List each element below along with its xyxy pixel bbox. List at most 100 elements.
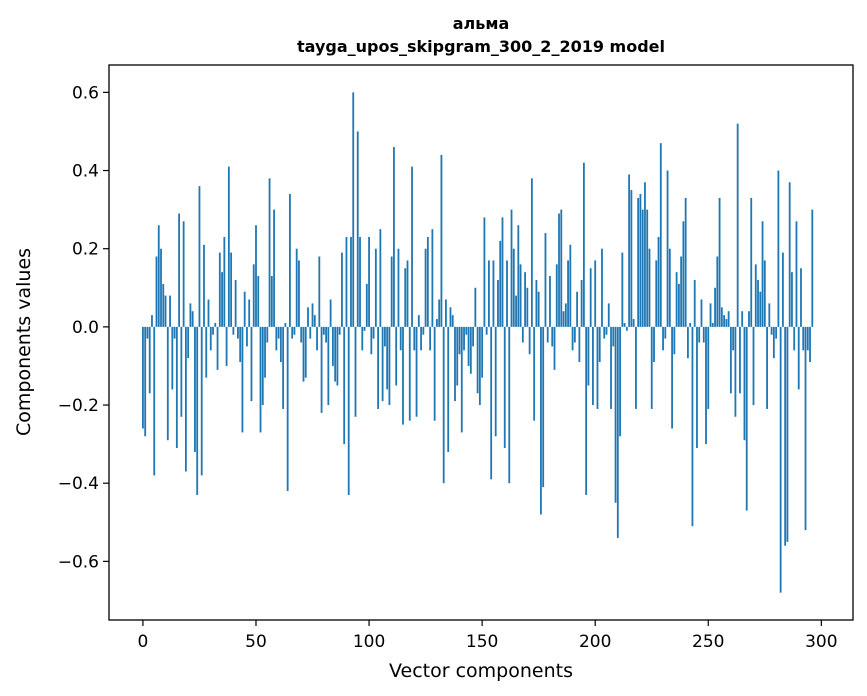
bar-73 [307, 307, 309, 327]
bar-32 [214, 322, 217, 327]
bar-166 [517, 225, 520, 327]
bar-211 [619, 326, 621, 437]
bar-54 [264, 326, 266, 378]
bar-9 [162, 283, 165, 327]
bar-102 [372, 326, 375, 339]
bar-259 [727, 311, 730, 327]
bar-110 [390, 256, 393, 327]
bar-133 [442, 326, 445, 484]
bar-263 [736, 123, 739, 327]
bar-296 [811, 209, 814, 327]
bar-58 [273, 209, 275, 327]
bar-150 [481, 326, 484, 378]
bar-282 [779, 326, 782, 593]
bar-252 [711, 322, 714, 327]
bar-273 [759, 291, 762, 327]
bar-86 [336, 326, 339, 386]
bar-117 [406, 260, 409, 327]
bar-67 [293, 326, 296, 335]
bar-33 [216, 326, 219, 370]
bar-71 [302, 326, 305, 382]
bars-group [142, 92, 814, 593]
bar-178 [544, 233, 547, 327]
bar-228 [657, 236, 660, 327]
bar-187 [564, 303, 567, 327]
bar-254 [716, 256, 719, 327]
bar-283 [781, 252, 784, 327]
bar-132 [440, 154, 443, 327]
bar-159 [501, 217, 504, 327]
bar-87 [338, 326, 341, 335]
bar-90 [345, 236, 348, 327]
bar-154 [490, 326, 493, 480]
bar-148 [476, 326, 479, 394]
bar-264 [739, 326, 741, 394]
bar-212 [621, 252, 624, 327]
bar-161 [506, 260, 508, 327]
bar-224 [648, 248, 651, 327]
bar-227 [655, 260, 658, 327]
bar-28 [205, 326, 208, 378]
bar-193 [578, 326, 581, 363]
bar-29 [207, 299, 210, 327]
bar-270 [752, 326, 755, 406]
bar-0 [142, 326, 144, 429]
bar-152 [485, 326, 488, 335]
bar-79 [320, 326, 323, 413]
bar-85 [334, 326, 337, 382]
bar-8 [160, 248, 162, 327]
bar-97 [361, 326, 364, 351]
bar-271 [754, 264, 757, 327]
bar-291 [800, 268, 802, 327]
bar-209 [614, 326, 617, 503]
bar-213 [623, 322, 626, 327]
bar-258 [725, 319, 728, 327]
bar-47 [248, 299, 251, 327]
bar-249 [705, 326, 707, 445]
bar-91 [347, 326, 350, 495]
bar-239 [682, 221, 685, 327]
bar-219 [637, 197, 640, 327]
bar-89 [343, 326, 346, 445]
bar-277 [768, 303, 771, 327]
bar-1 [144, 326, 147, 437]
bar-157 [497, 279, 499, 327]
bar-38 [227, 166, 230, 327]
bar-2 [146, 326, 149, 339]
bar-144 [467, 326, 470, 366]
bar-65 [289, 193, 291, 327]
chart-title-line1: альма [453, 14, 510, 33]
bar-251 [709, 303, 712, 327]
bar-284 [784, 326, 787, 546]
bar-50 [255, 225, 257, 327]
bar-92 [350, 236, 352, 327]
y-tick-label: −0.6 [58, 552, 99, 572]
bar-120 [413, 326, 416, 351]
bar-290 [797, 326, 800, 390]
bar-156 [494, 326, 497, 437]
bar-229 [659, 143, 662, 327]
bar-285 [786, 326, 789, 542]
bar-181 [551, 326, 554, 347]
bar-139 [456, 326, 459, 386]
bar-294 [806, 326, 809, 351]
bar-42 [237, 326, 239, 339]
bar-200 [594, 260, 597, 327]
bar-52 [259, 326, 262, 433]
bar-293 [804, 326, 807, 531]
bar-185 [560, 209, 563, 327]
bar-253 [714, 287, 716, 327]
bar-208 [612, 326, 615, 347]
y-tick-label: 0.2 [72, 240, 99, 260]
bar-20 [187, 326, 190, 359]
bar-236 [675, 272, 678, 327]
bar-173 [533, 326, 536, 421]
bar-194 [580, 279, 583, 327]
bar-289 [795, 221, 798, 327]
bar-225 [650, 326, 653, 409]
bar-53 [261, 326, 264, 406]
bar-188 [567, 260, 569, 327]
bar-217 [632, 319, 635, 327]
bar-15 [175, 326, 178, 449]
bar-202 [598, 326, 601, 363]
